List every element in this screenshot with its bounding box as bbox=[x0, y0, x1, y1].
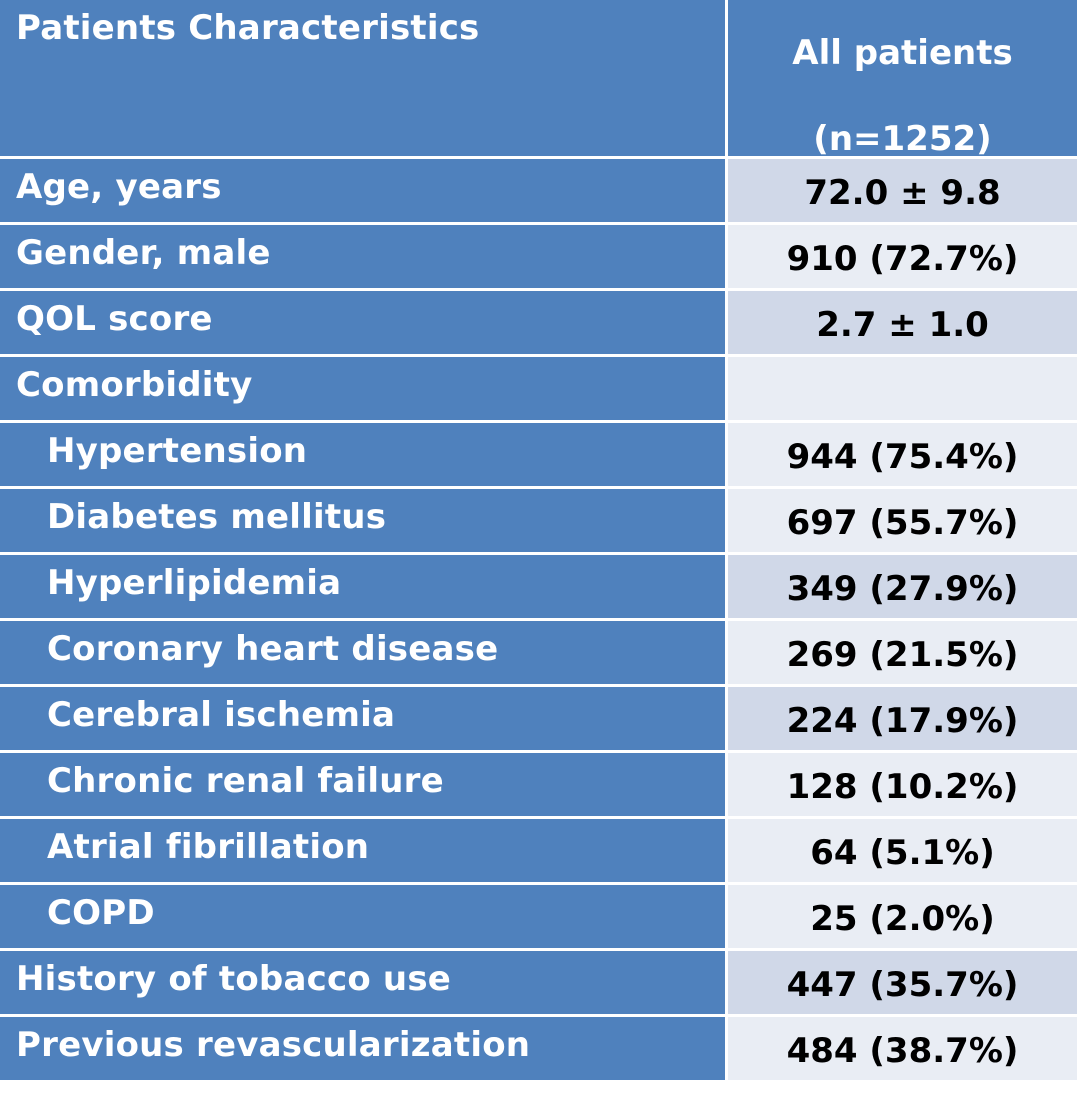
row-label: Diabetes mellitus bbox=[0, 489, 728, 555]
row-label: Atrial fibrillation bbox=[0, 819, 728, 885]
table-row: Hyperlipidemia 349 (27.9%) bbox=[0, 555, 1080, 621]
row-value: 224 (17.9%) bbox=[728, 687, 1080, 753]
table-row: Chronic renal failure 128 (10.2%) bbox=[0, 753, 1080, 819]
row-label: Cerebral ischemia bbox=[0, 687, 728, 753]
table-row: Age, years 72.0 ± 9.8 bbox=[0, 159, 1080, 225]
table-row: COPD 25 (2.0%) bbox=[0, 885, 1080, 951]
row-label: Hypertension bbox=[0, 423, 728, 489]
row-label: Comorbidity bbox=[0, 357, 728, 423]
header-characteristics: Patients Characteristics bbox=[0, 0, 728, 159]
table-row: Previous revascularization 484 (38.7%) bbox=[0, 1017, 1080, 1083]
table-row: Hypertension 944 (75.4%) bbox=[0, 423, 1080, 489]
row-value: 910 (72.7%) bbox=[728, 225, 1080, 291]
row-value: 72.0 ± 9.8 bbox=[728, 159, 1080, 225]
header-all-patients: All patients (n=1252) bbox=[728, 0, 1080, 159]
row-label: Gender, male bbox=[0, 225, 728, 291]
row-label: QOL score bbox=[0, 291, 728, 357]
row-value: 349 (27.9%) bbox=[728, 555, 1080, 621]
table-row: Comorbidity bbox=[0, 357, 1080, 423]
row-value: 944 (75.4%) bbox=[728, 423, 1080, 489]
header-all-patients-label: All patients bbox=[792, 33, 1013, 73]
table-header-row: Patients Characteristics All patients (n… bbox=[0, 0, 1080, 159]
row-value: 484 (38.7%) bbox=[728, 1017, 1080, 1083]
header-patient-count: (n=1252) bbox=[813, 119, 992, 159]
table-body: Age, years 72.0 ± 9.8 Gender, male 910 (72.… bbox=[0, 159, 1080, 1083]
row-value: 269 (21.5%) bbox=[728, 621, 1080, 687]
row-label: Coronary heart disease bbox=[0, 621, 728, 687]
row-value: 2.7 ± 1.0 bbox=[728, 291, 1080, 357]
table-row: Coronary heart disease 269 (21.5%) bbox=[0, 621, 1080, 687]
row-label: Chronic renal failure bbox=[0, 753, 728, 819]
row-value: 128 (10.2%) bbox=[728, 753, 1080, 819]
table-row: Cerebral ischemia 224 (17.9%) bbox=[0, 687, 1080, 753]
row-value bbox=[728, 357, 1080, 423]
row-value: 447 (35.7%) bbox=[728, 951, 1080, 1017]
row-label: Age, years bbox=[0, 159, 728, 225]
row-label: COPD bbox=[0, 885, 728, 951]
row-label: Hyperlipidemia bbox=[0, 555, 728, 621]
table-row: Diabetes mellitus 697 (55.7%) bbox=[0, 489, 1080, 555]
table-row: Atrial fibrillation 64 (5.1%) bbox=[0, 819, 1080, 885]
row-label: History of tobacco use bbox=[0, 951, 728, 1017]
row-label: Previous revascularization bbox=[0, 1017, 728, 1083]
table-row: History of tobacco use 447 (35.7%) bbox=[0, 951, 1080, 1017]
row-value: 697 (55.7%) bbox=[728, 489, 1080, 555]
row-value: 25 (2.0%) bbox=[728, 885, 1080, 951]
table-row: Gender, male 910 (72.7%) bbox=[0, 225, 1080, 291]
row-value: 64 (5.1%) bbox=[728, 819, 1080, 885]
table-row: QOL score 2.7 ± 1.0 bbox=[0, 291, 1080, 357]
